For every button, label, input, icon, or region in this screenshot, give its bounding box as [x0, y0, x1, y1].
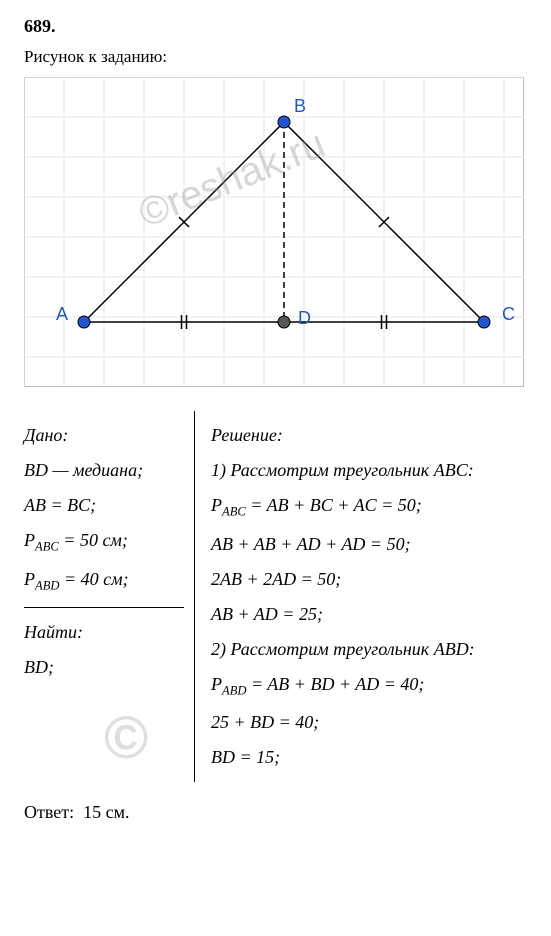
- given-line: AB = BC;: [24, 495, 184, 516]
- solution-line: 2AB + 2AD = 50;: [211, 569, 527, 590]
- solution-line: 25 + BD = 40;: [211, 712, 527, 733]
- solution-line: BD = 15;: [211, 747, 527, 768]
- svg-text:D: D: [298, 308, 311, 328]
- solution-line: 1) Рассмотрим треугольник ABC:: [211, 460, 527, 481]
- figure-caption: Рисунок к заданию:: [24, 47, 527, 67]
- svg-text:A: A: [56, 304, 68, 324]
- given-line: PABD = 40 см;: [24, 569, 184, 594]
- answer-value: 15 см.: [83, 802, 129, 822]
- given-line: BD — медиана;: [24, 460, 184, 481]
- solution-title: Решение:: [211, 425, 527, 446]
- solution-line: PABD = AB + BD + AD = 40;: [211, 674, 527, 699]
- given-line: PABC = 50 см;: [24, 530, 184, 555]
- divider: [24, 607, 184, 608]
- given-title: Дано:: [24, 425, 184, 446]
- given-column: Дано: BD — медиана; AB = BC; PABC = 50 см;…: [24, 411, 194, 782]
- figure-container: ABCD ©reshak.ru: [24, 77, 524, 387]
- proof-table: Дано: BD — медиана; AB = BC; PABC = 50 см;…: [24, 411, 527, 782]
- solution-column: Решение: 1) Рассмотрим треугольник ABC: P…: [194, 411, 527, 782]
- find-title: Найти:: [24, 622, 184, 643]
- svg-text:B: B: [294, 96, 306, 116]
- solution-line: AB + AB + AD + AD = 50;: [211, 534, 527, 555]
- problem-number: 689.: [24, 16, 527, 37]
- solution-line: 2) Рассмотрим треугольник ABD:: [211, 639, 527, 660]
- solution-line: AB + AD = 25;: [211, 604, 527, 625]
- find-line: BD;: [24, 657, 184, 678]
- answer-line: Ответ: 15 см.: [24, 802, 527, 823]
- svg-text:C: C: [502, 304, 515, 324]
- answer-label: Ответ:: [24, 802, 74, 822]
- geometry-figure: A B C D: [24, 77, 524, 387]
- solution-line: PABC = AB + BC + AC = 50;: [211, 495, 527, 520]
